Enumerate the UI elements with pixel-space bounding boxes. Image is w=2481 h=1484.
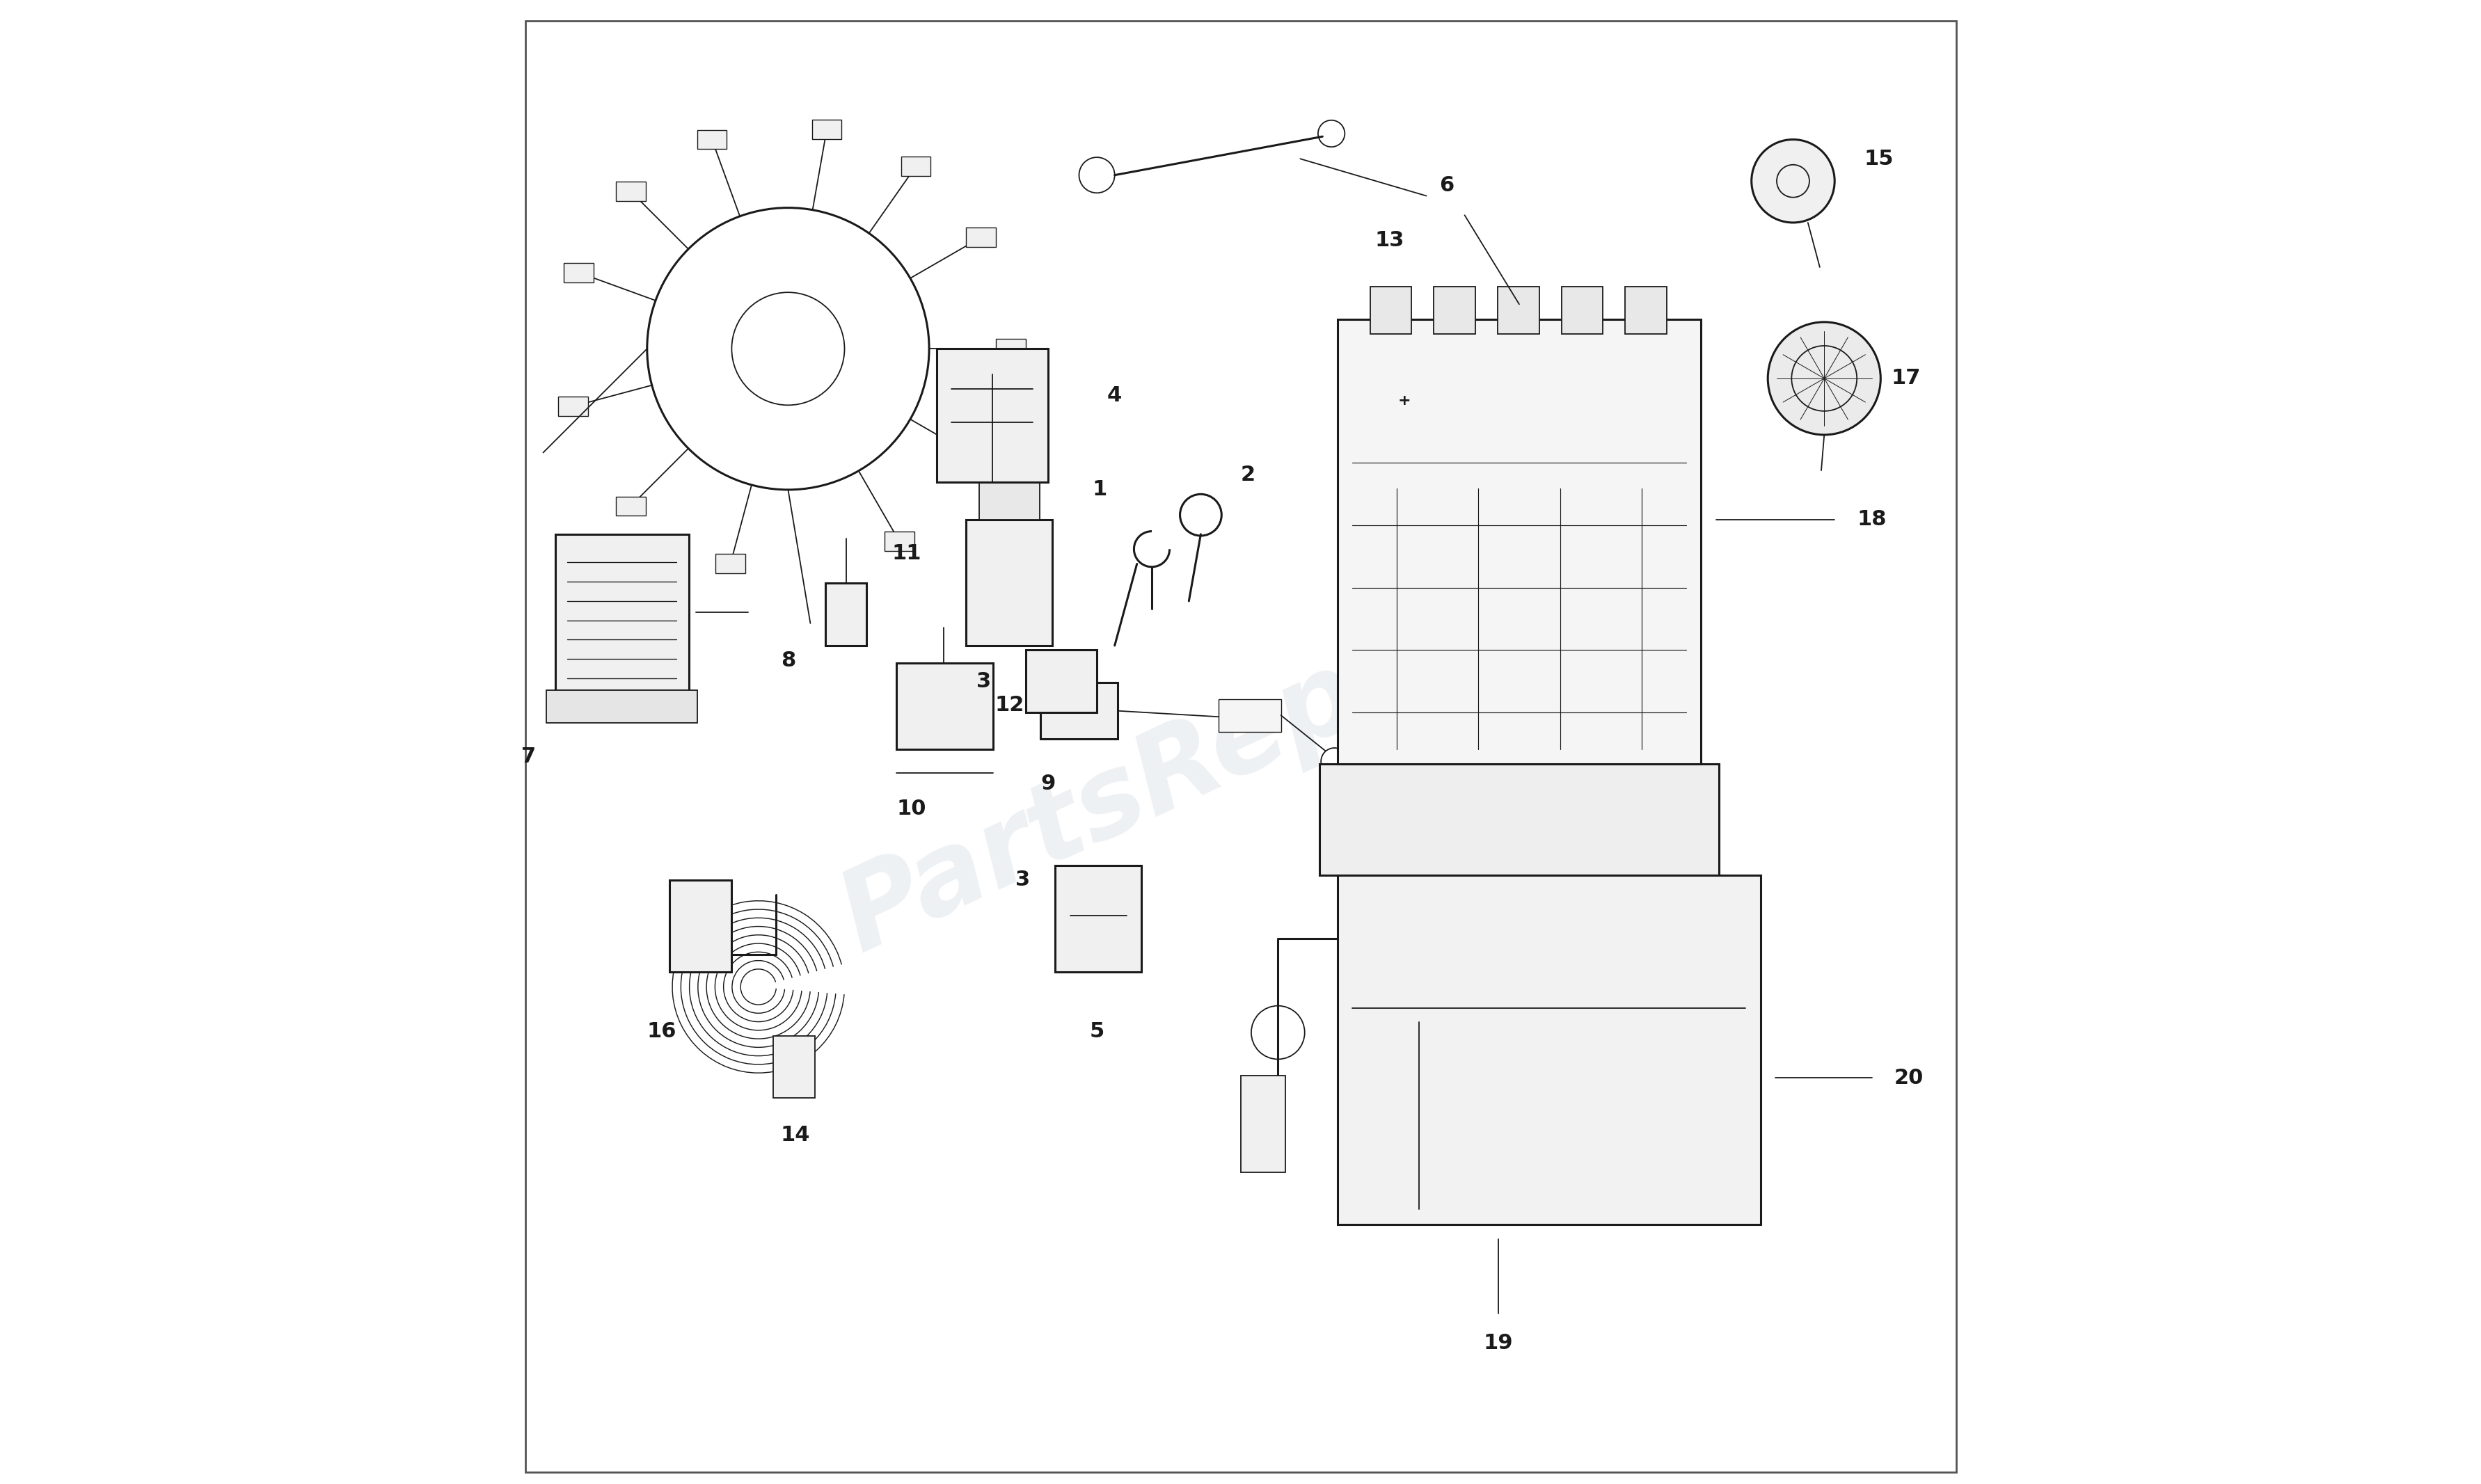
Bar <box>1040 683 1116 739</box>
Text: 18: 18 <box>1856 509 1886 530</box>
Circle shape <box>1379 346 1404 370</box>
Bar <box>883 531 913 551</box>
Bar <box>1337 876 1759 1224</box>
Circle shape <box>1446 462 1471 485</box>
Bar <box>774 1036 814 1098</box>
Text: 8: 8 <box>782 650 796 671</box>
Bar <box>965 227 995 246</box>
Bar <box>546 690 697 723</box>
Text: 20: 20 <box>1893 1068 1923 1088</box>
Bar <box>1561 286 1603 334</box>
Circle shape <box>1752 139 1833 223</box>
Circle shape <box>1414 470 1439 494</box>
Circle shape <box>1471 436 1496 462</box>
Bar <box>563 263 593 282</box>
Circle shape <box>1379 462 1404 485</box>
Text: 3: 3 <box>978 671 990 692</box>
Text: 12: 12 <box>995 695 1025 715</box>
Bar <box>965 450 995 469</box>
Bar <box>1054 865 1141 972</box>
Circle shape <box>1481 404 1506 427</box>
Text: 17: 17 <box>1891 368 1920 389</box>
Text: 11: 11 <box>891 543 920 564</box>
Circle shape <box>1414 337 1439 361</box>
Text: 9: 9 <box>1040 773 1054 794</box>
Bar <box>1370 286 1412 334</box>
Text: 19: 19 <box>1484 1333 1513 1353</box>
Bar <box>1240 1076 1285 1172</box>
Text: 16: 16 <box>648 1021 677 1042</box>
Text: PartsRepublik: PartsRepublik <box>824 510 1657 974</box>
Text: 5: 5 <box>1089 1021 1104 1042</box>
Circle shape <box>1471 370 1496 395</box>
Bar <box>556 534 687 690</box>
Bar <box>1320 764 1719 876</box>
Circle shape <box>1446 346 1471 370</box>
Text: 10: 10 <box>896 798 925 819</box>
Bar <box>615 497 645 516</box>
Bar <box>811 120 841 139</box>
Circle shape <box>1355 436 1379 462</box>
Bar <box>826 583 866 646</box>
Text: 6: 6 <box>1439 175 1454 196</box>
Bar <box>995 338 1025 358</box>
Text: 3: 3 <box>1015 870 1030 890</box>
Circle shape <box>1392 381 1461 450</box>
Text: 14: 14 <box>782 1125 811 1146</box>
Text: 15: 15 <box>1863 148 1893 169</box>
Bar <box>1218 699 1280 732</box>
Bar <box>1625 286 1667 334</box>
Text: 4: 4 <box>1107 386 1121 405</box>
Text: 2: 2 <box>1240 464 1255 485</box>
Bar <box>935 349 1047 482</box>
Bar <box>1434 286 1476 334</box>
Bar <box>1025 650 1097 712</box>
Bar <box>670 880 732 972</box>
Circle shape <box>1766 322 1881 435</box>
Circle shape <box>1355 370 1379 395</box>
Circle shape <box>1347 404 1372 427</box>
Text: 1: 1 <box>1092 479 1107 500</box>
Bar <box>896 663 992 749</box>
Bar <box>558 396 588 416</box>
Bar <box>980 478 1040 519</box>
Text: 7: 7 <box>521 746 536 767</box>
Text: 13: 13 <box>1374 230 1404 251</box>
Bar <box>1337 319 1699 764</box>
Bar <box>1496 286 1538 334</box>
Text: +: + <box>1397 393 1409 408</box>
Bar <box>965 519 1052 646</box>
Bar <box>697 131 727 150</box>
Bar <box>615 181 645 200</box>
Circle shape <box>1345 334 1508 497</box>
Bar <box>715 554 744 573</box>
Bar <box>901 157 930 177</box>
